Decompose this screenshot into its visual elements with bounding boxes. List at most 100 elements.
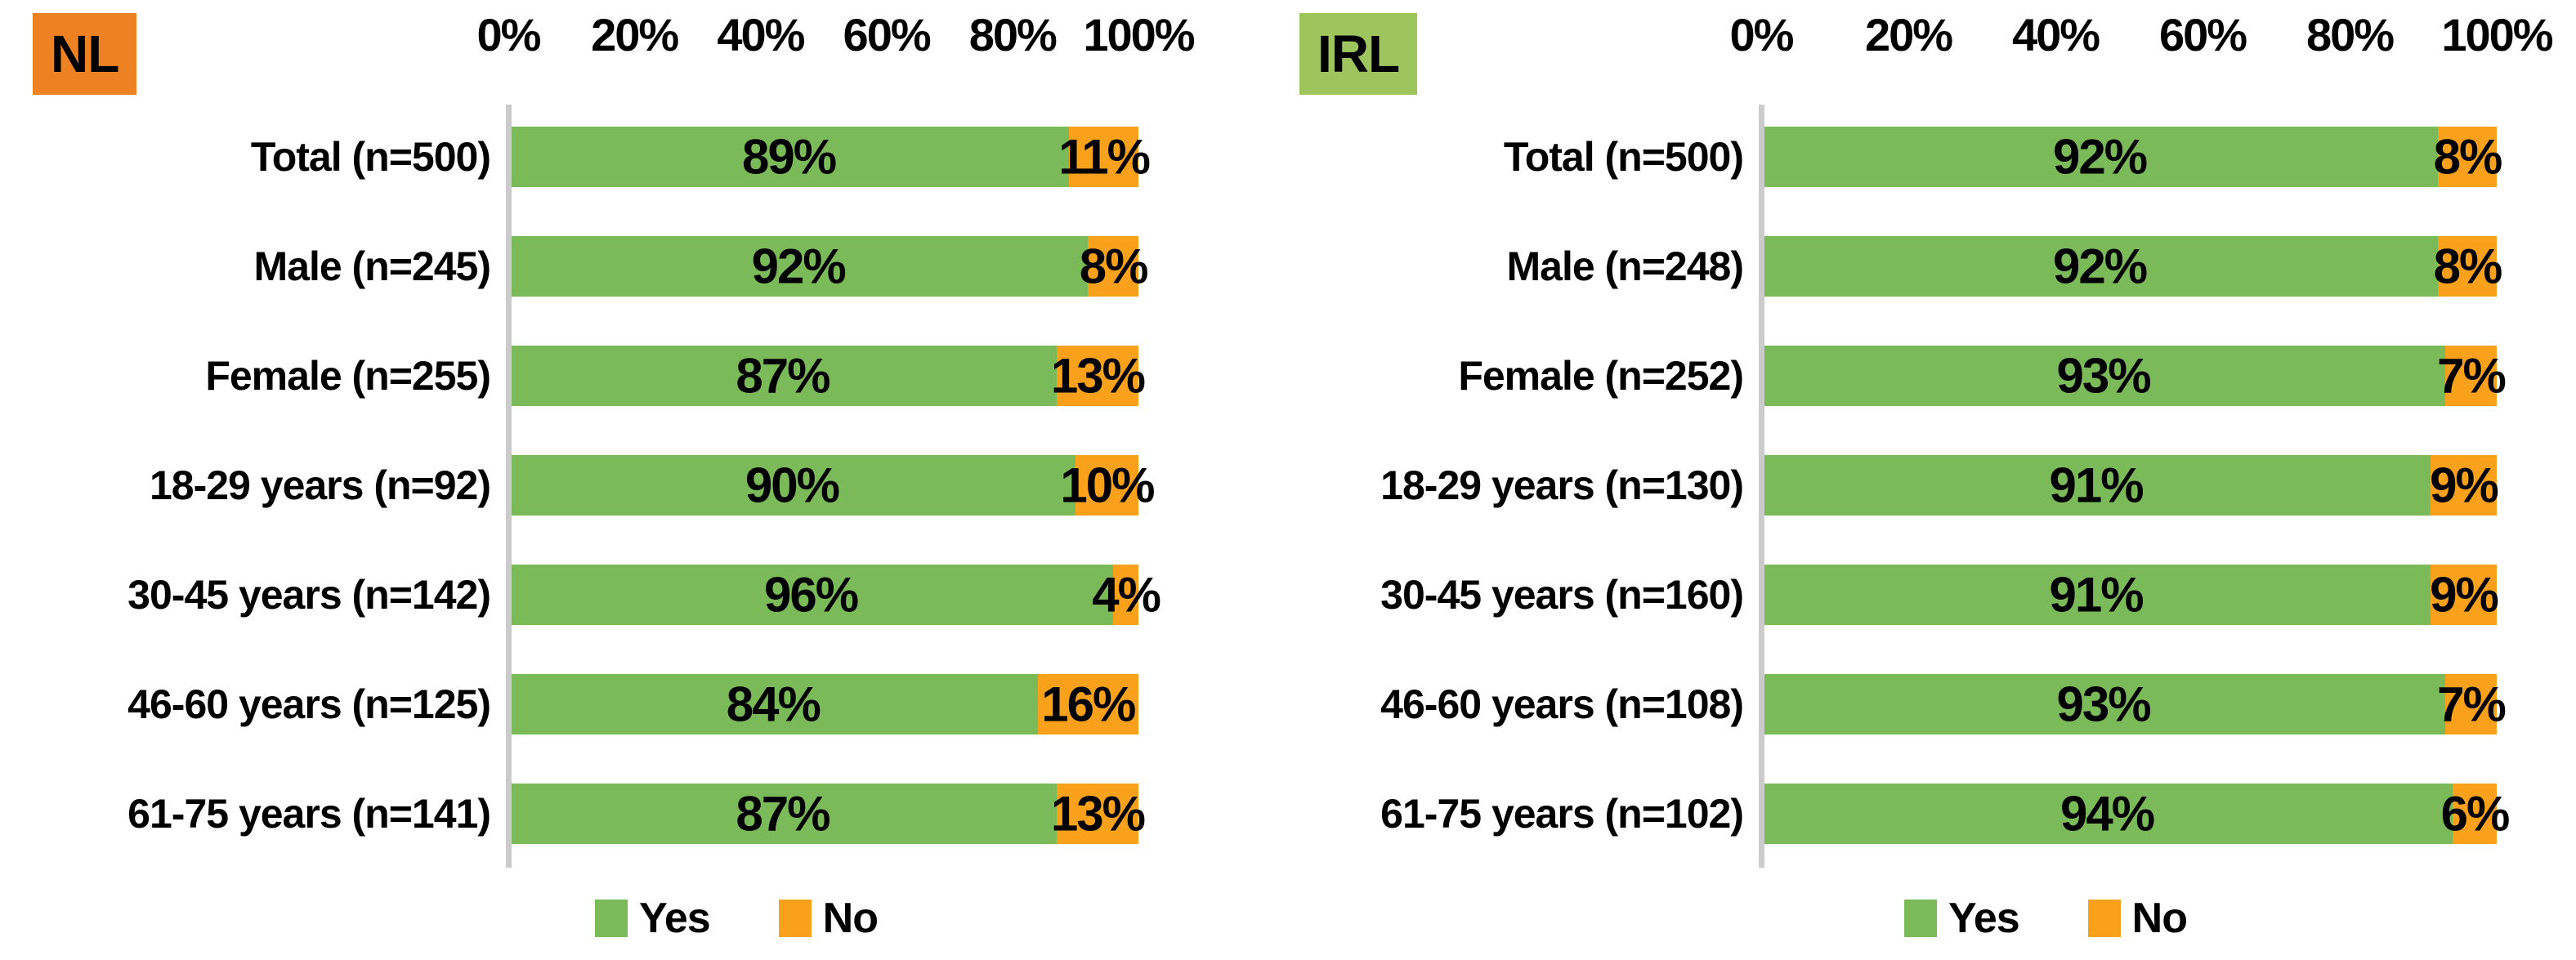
category-label: 30-45 years (n=142) [127,572,491,618]
category-label: 46-60 years (n=125) [127,681,491,727]
bar-segment-no: 6% [2441,784,2510,844]
bar-value-label-no: 9% [2430,567,2499,623]
bar-segment-no: 9% [2430,455,2499,516]
bar-value-label-yes: 92% [2052,129,2148,185]
legend: Yes No [595,894,879,943]
bar-segment-no: 9% [2430,565,2499,625]
x-axis-tick-label: 100% [1083,9,1195,60]
bar-value-label-yes: 96% [764,567,859,623]
bar-segment-yes: 84% [508,674,1038,735]
category-label: Male (n=245) [253,243,491,289]
bar-value-label-no: 8% [2433,129,2503,185]
bar-segment-yes: 93% [1761,674,2445,735]
category-label: 61-75 years (n=141) [127,791,491,837]
bar-value-label-yes: 87% [736,348,830,404]
bar-value-label-no: 8% [1079,239,1149,294]
bar-segment-yes: 92% [1761,127,2438,187]
category-label: 30-45 years (n=160) [1380,572,1744,618]
y-axis-line [1759,105,1764,868]
legend-item-no: No [778,894,879,943]
bar-segment-no: 16% [1037,674,1138,735]
category-label: Total (n=500) [1503,134,1744,180]
chart-nl: NL 0% 20% 40% 60% 80% 100% Total (n=500) 89% 11% M… [33,9,1196,943]
legend: Yes No [1904,894,2188,943]
x-axis-tick-label: 0% [476,9,542,60]
x-axis-tick-label: 80% [968,9,1058,60]
bar-segment-no: 4% [1092,565,1161,625]
category-label: Female (n=255) [205,353,491,399]
bar-value-label-yes: 94% [2059,786,2155,842]
bar-segment-no: 8% [2434,127,2502,187]
bar-segment-yes: 92% [1761,236,2438,297]
category-label: 18-29 years (n=130) [1380,462,1744,508]
legend-label: No [822,895,879,942]
bar-value-label-no: 7% [2437,676,2507,732]
legend-swatch-yes [1904,900,1937,937]
country-badge: NL [33,13,137,95]
bar-segment-yes: 91% [1761,565,2431,625]
bar-value-label-no: 6% [2440,786,2511,842]
x-axis-tick-label: 20% [1864,9,1953,60]
x-axis-tick-label: 60% [843,9,932,60]
bar-segment-yes: 92% [508,236,1089,297]
bar-value-label-yes: 90% [745,458,840,513]
x-axis-tick-label: 40% [2011,9,2100,60]
bar-segment-no: 10% [1060,455,1155,516]
bar-segment-no: 8% [1080,236,1148,297]
bar-segment-yes: 93% [1761,346,2445,406]
bar-segment-yes: 90% [508,455,1076,516]
x-axis-tick-label: 0% [1729,9,1795,60]
category-label: Total (n=500) [250,134,491,180]
bar-segment-no: 13% [1051,346,1146,406]
category-label: Female (n=252) [1458,353,1744,399]
bar-value-label-no: 13% [1050,348,1146,404]
x-axis-tick-label: 100% [2441,9,2553,60]
bar-value-label-yes: 89% [742,129,837,185]
bar-segment-yes: 94% [1761,784,2453,844]
bar-value-label-yes: 91% [2049,567,2144,623]
bar-value-label-yes: 92% [751,239,847,294]
bar-value-label-no: 13% [1050,786,1146,842]
bar-segment-no: 7% [2437,674,2507,735]
legend-swatch-no [778,900,812,937]
category-label: 61-75 years (n=102) [1380,791,1744,837]
x-axis-tick-label: 60% [2158,9,2247,60]
bar-value-label-yes: 84% [726,676,821,732]
category-label: Male (n=248) [1506,243,1744,289]
bar-segment-no: 7% [2437,346,2507,406]
bar-segment-yes: 87% [508,346,1057,406]
chart-irl: IRL 0% 20% 40% 60% 80% 100% Total (n=500) 92% 8% M… [1288,0,2576,960]
bar-value-label-no: 16% [1041,676,1136,732]
legend-label: Yes [1948,895,2020,942]
country-badge: IRL [1299,13,1418,95]
bar-segment-yes: 89% [508,127,1070,187]
bar-value-label-no: 10% [1060,458,1155,513]
legend-label: No [2131,895,2188,942]
legend-item-yes: Yes [595,894,711,943]
bar-value-label-yes: 91% [2049,458,2144,513]
bar-segment-yes: 87% [508,784,1057,844]
bar-value-label-yes: 93% [2056,676,2151,732]
y-axis-line [506,105,512,868]
legend-swatch-yes [595,900,628,937]
legend-item-yes: Yes [1904,894,2020,943]
bar-segment-no: 8% [2434,236,2502,297]
legend-label: Yes [639,895,711,942]
bar-segment-no: 11% [1058,127,1151,187]
x-axis-tick-label: 40% [717,9,805,60]
bar-segment-yes: 96% [508,565,1114,625]
bar-value-label-no: 11% [1058,129,1151,185]
category-label: 18-29 years (n=92) [149,462,491,508]
legend-swatch-no [2087,900,2121,937]
bar-segment-no: 13% [1051,784,1146,844]
category-label: 46-60 years (n=108) [1380,681,1744,727]
x-axis-tick-label: 20% [591,9,679,60]
bar-value-label-no: 8% [2433,239,2503,294]
x-axis-tick-label: 80% [2305,9,2395,60]
bar-value-label-no: 9% [2430,458,2499,513]
bar-value-label-no: 4% [1092,567,1161,623]
bar-value-label-yes: 87% [736,786,830,842]
bar-value-label-no: 7% [2437,348,2507,404]
bar-segment-yes: 91% [1761,455,2431,516]
bar-value-label-yes: 93% [2056,348,2151,404]
